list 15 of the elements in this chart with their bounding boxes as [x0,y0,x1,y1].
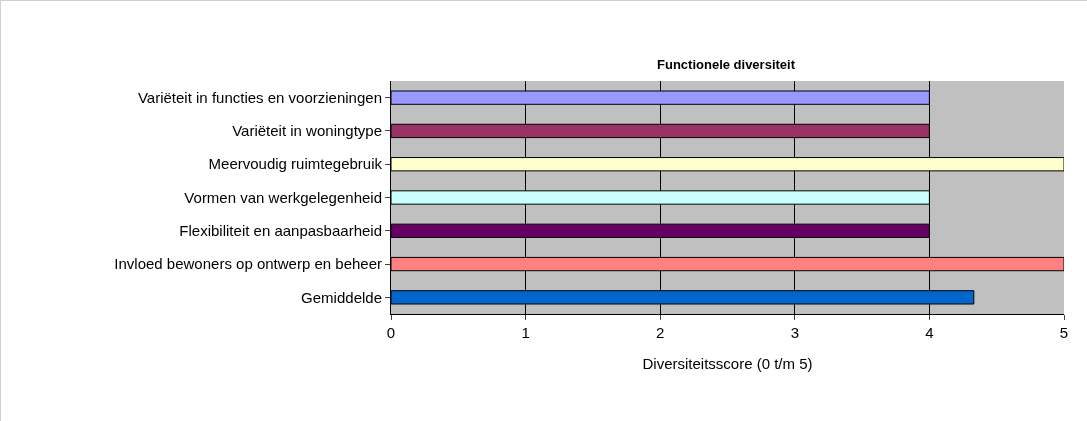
x-axis-title: Diversiteitsscore (0 t/m 5) [642,355,813,372]
y-tick-label: Vormen van werkgelegenheid [184,188,382,206]
chart-title: Functionele diversiteit [657,56,796,72]
x-tick-label: 2 [656,324,665,341]
x-tick-label: 3 [790,324,799,341]
x-tick-label: 4 [925,324,934,341]
y-tick-label: Variëteit in woningtype [232,122,382,140]
x-tick-label: 5 [1059,324,1069,341]
y-tick-label: Meervoudig ruimtegebruik [208,155,383,173]
x-tick-label: 0 [386,324,396,341]
y-tick-label: Invloed bewoners op ontwerp en beheer [114,255,382,273]
y-tick-label: Gemiddelde [301,288,382,306]
x-tick-label: 1 [521,324,530,341]
y-tick-label: Flexibiliteit en aanpasbaarheid [179,222,382,240]
y-tick-label: Variëteit in functies en voorzieningen [137,88,382,106]
